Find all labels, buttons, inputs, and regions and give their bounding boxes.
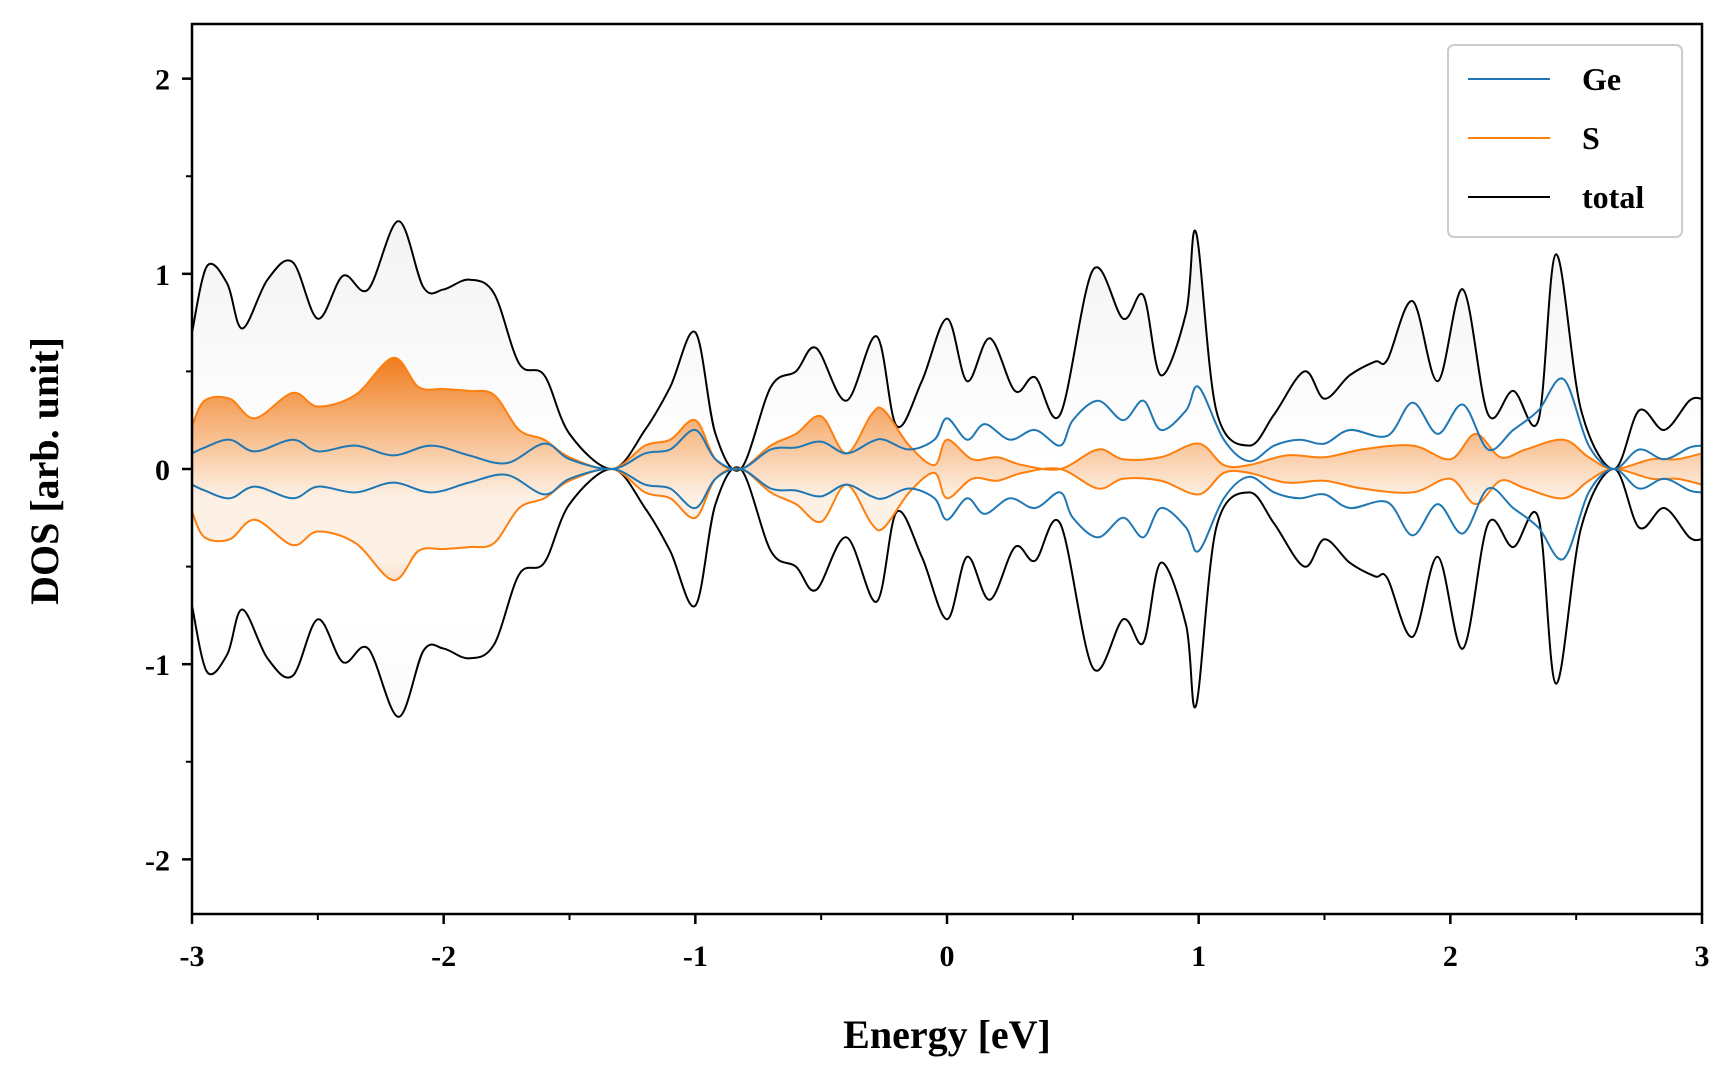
legend-label-s: S [1582, 120, 1600, 156]
legend-box [1447, 44, 1683, 238]
S-fill-area [192, 357, 1702, 581]
legend-label-ge: Ge [1582, 61, 1621, 97]
x-tick-label: 3 [1695, 940, 1710, 973]
total-line-lower [192, 466, 1702, 718]
ge-line-upper [192, 377, 1702, 471]
total-line-upper [192, 220, 1702, 472]
x-tick-label: -3 [180, 940, 205, 973]
legend-label-total: total [1582, 179, 1644, 215]
x-tick-label: -1 [683, 940, 708, 973]
x-tick-label: -2 [431, 940, 456, 973]
x-tick-label: 0 [940, 940, 955, 973]
x-tick-label: 2 [1443, 940, 1458, 973]
s-line-upper [192, 356, 1702, 471]
y-tick-label: -2 [145, 844, 170, 877]
y-tick-label: 2 [155, 64, 170, 97]
y-axis-label: DOS [arb. unit] [22, 337, 67, 605]
y-tick-label: 0 [155, 454, 170, 487]
x-axis-label: Energy [eV] [843, 1012, 1051, 1057]
y-tick-label: 1 [155, 259, 170, 292]
s-line-lower [192, 467, 1702, 582]
x-tick-label: 1 [1191, 940, 1206, 973]
ge-line-lower [192, 467, 1702, 561]
y-tick-label: -1 [145, 649, 170, 682]
